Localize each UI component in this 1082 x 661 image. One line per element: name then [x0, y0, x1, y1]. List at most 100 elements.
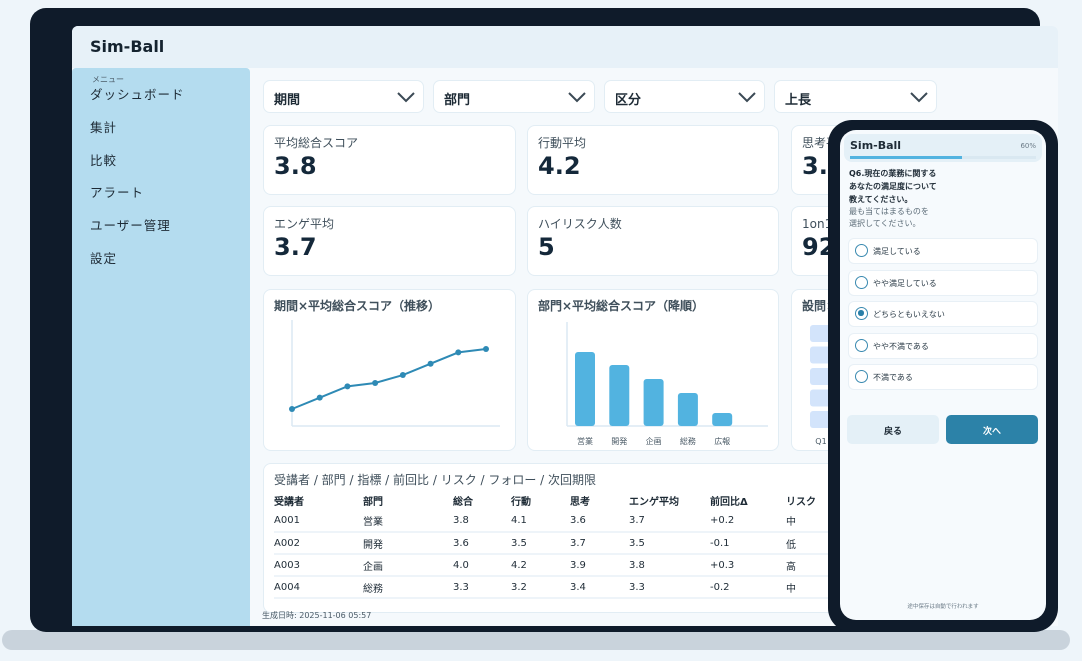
radio-icon[interactable]	[855, 244, 868, 257]
table-cell: 3.5	[629, 532, 710, 555]
bar	[643, 379, 664, 426]
table-cell: 4.1	[511, 510, 570, 533]
radio-icon[interactable]	[855, 370, 868, 383]
column-header: 思考	[570, 496, 590, 508]
app-header: Sim-Ball	[72, 26, 1058, 68]
kpi-value: 5	[538, 233, 555, 261]
next-button[interactable]: 次へ	[946, 415, 1038, 444]
table-cell: 3.6	[453, 532, 511, 555]
table-cell: +0.2	[710, 510, 786, 533]
line-chart	[289, 320, 500, 427]
autosave-note: 途中保存は自動で行われます	[907, 604, 979, 610]
data-point	[289, 406, 295, 412]
kpi-value: 3.7	[274, 233, 317, 261]
table-cell: 3.7	[570, 532, 629, 555]
radio-icon[interactable]	[855, 338, 868, 352]
heatmap-cell	[810, 368, 832, 385]
table-cell: 3.8	[453, 510, 511, 533]
data-point	[399, 372, 406, 379]
data-point	[427, 360, 434, 367]
kpi-label: 平均総合スコア	[274, 136, 359, 150]
x-tick-label: 営業	[577, 436, 593, 446]
chart-title: 部門×平均総合スコア（降順）	[538, 299, 705, 313]
progress-track	[850, 156, 1036, 159]
sidebar-item-dashboard[interactable]: ダッシュボード	[90, 87, 185, 102]
radio-selected-icon[interactable]	[855, 307, 868, 320]
sidebar-item-user-management[interactable]: ユーザー管理	[90, 218, 171, 233]
filter-label: 期間	[274, 93, 301, 108]
sidebar-item-compare[interactable]: 比較	[90, 153, 118, 168]
answer-option[interactable]: やや不満である	[848, 332, 1038, 359]
kpi-value: 3.8	[274, 152, 317, 180]
chevron-down-icon	[738, 92, 756, 103]
data-point	[483, 346, 489, 352]
table-cell: 3.5	[511, 532, 570, 555]
data-point	[316, 394, 323, 401]
heatmap-cell	[810, 411, 832, 428]
question-text: Q6.現在の業務に関する あなたの満足度について 教えてください。	[849, 169, 937, 204]
column-header: 総合	[453, 496, 473, 508]
column-header: 部門	[363, 496, 383, 508]
table-cell: +0.3	[710, 554, 786, 577]
answer-option[interactable]: どちらともいえない	[848, 301, 1038, 327]
table-cell: 3.3	[629, 576, 710, 599]
app-title: Sim-Ball	[90, 37, 165, 56]
x-tick-label: 開発	[611, 437, 627, 446]
sidebar-item-settings[interactable]: 設定	[90, 251, 118, 266]
answer-option[interactable]: 不満である	[848, 364, 1038, 390]
table-cell: 3.9	[570, 554, 629, 577]
table-cell: A004	[274, 576, 363, 599]
option-label: 満足している	[873, 247, 921, 256]
progress-fill	[850, 156, 962, 159]
bar	[609, 365, 630, 426]
chevron-down-icon	[568, 92, 586, 103]
survey-title: Sim-Ball	[850, 139, 902, 152]
option-label: どちらともいえない	[873, 310, 945, 319]
filter-label: 区分	[615, 93, 642, 108]
phone-frame: Sim-Ball 60% Q6.現在の業務に関する あなたの満足度について 教え…	[828, 120, 1058, 632]
chevron-down-icon	[910, 92, 928, 103]
filter-period[interactable]: 期間	[263, 80, 424, 113]
sidebar: メニュー ダッシュボード 集計 比較 アラート ユーザー管理 設定	[72, 68, 250, 626]
filter-label: 部門	[444, 93, 471, 108]
bar	[677, 393, 698, 426]
table-cell: 3.7	[629, 510, 710, 533]
chevron-down-icon	[397, 92, 415, 103]
survey-screen: Sim-Ball 60% Q6.現在の業務に関する あなたの満足度について 教え…	[840, 130, 1046, 620]
table-cell: 4.0	[453, 554, 511, 577]
menu-caption: メニュー	[92, 75, 124, 84]
column-header: エンゲ平均	[629, 496, 679, 508]
data-point	[344, 383, 351, 390]
back-button[interactable]: 戻る	[847, 415, 939, 444]
table-cell: 営業	[363, 510, 453, 533]
kpi-value: 4.2	[538, 152, 581, 180]
column-header: リスク	[786, 496, 816, 508]
data-point	[372, 379, 379, 386]
table-cell: 開発	[363, 532, 453, 555]
x-tick-label: 企画	[646, 436, 662, 446]
radio-icon[interactable]	[855, 275, 868, 289]
filter-department[interactable]: 部門	[433, 80, 595, 113]
option-label: やや不満である	[873, 341, 929, 351]
x-tick-label: 総務	[680, 436, 696, 446]
table-cell: A002	[274, 532, 363, 555]
answer-option[interactable]: 満足している	[848, 238, 1038, 264]
filter-label: 上長	[785, 93, 812, 108]
sidebar-item-aggregate[interactable]: 集計	[90, 120, 118, 135]
line-chart-card: 期間×平均総合スコア（推移）	[263, 289, 516, 451]
heatmap-cell	[810, 389, 832, 407]
kpi-card: 平均総合スコア 3.8	[263, 125, 516, 195]
x-tick-label: 広報	[714, 436, 730, 446]
heatmap-cell	[810, 346, 832, 364]
answer-option[interactable]: やや満足している	[848, 269, 1038, 296]
table-cell: 企画	[363, 554, 453, 577]
filter-manager[interactable]: 上長	[774, 80, 937, 113]
filter-category[interactable]: 区分	[604, 80, 765, 113]
table-cell: 3.2	[511, 576, 570, 599]
kpi-label: 行動平均	[538, 136, 587, 150]
column-header: 行動	[511, 496, 531, 508]
table-cell: A001	[274, 510, 363, 533]
chart-title: 期間×平均総合スコア（推移）	[274, 299, 441, 313]
kpi-card: エンゲ平均 3.7	[263, 206, 516, 276]
sidebar-item-alerts[interactable]: アラート	[90, 185, 145, 200]
